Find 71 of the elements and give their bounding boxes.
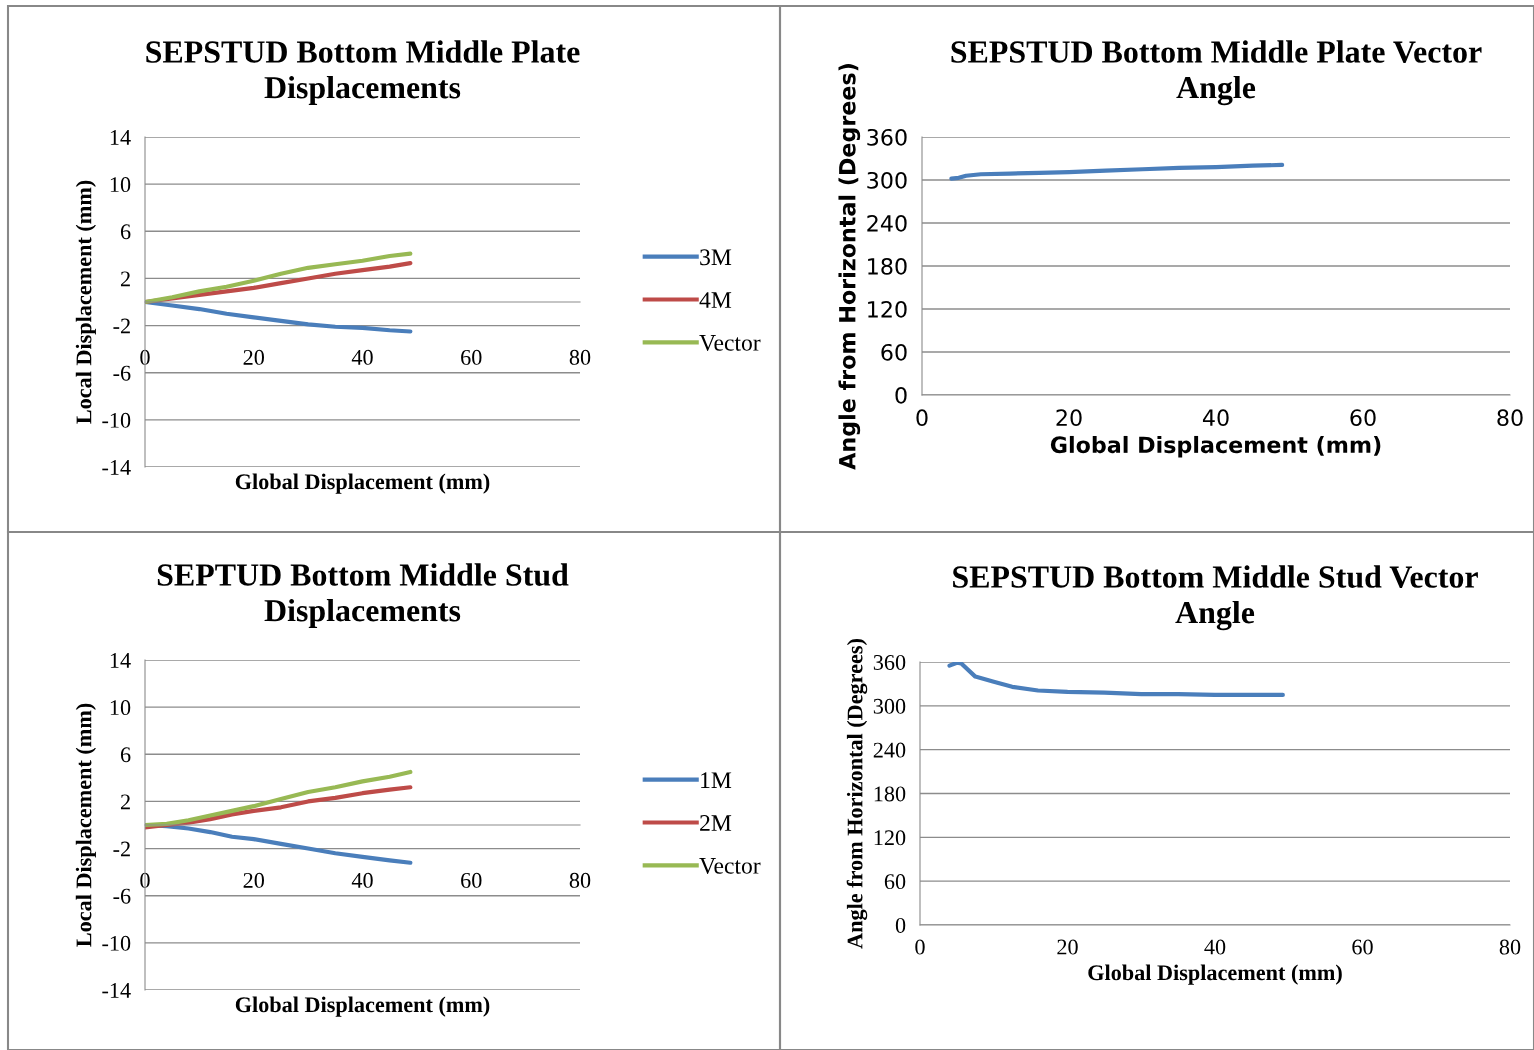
y-axis-title: Angle from Horizontal (Degrees) <box>846 639 868 949</box>
legend-label: 1M <box>701 772 732 788</box>
y-tick-label: 300 <box>867 171 907 189</box>
y-tick-label: 10 <box>110 177 131 193</box>
legend-label: Vector <box>699 858 761 874</box>
x-tick-label: 0 <box>140 349 150 365</box>
line-series <box>145 785 413 830</box>
x-tick-label: 40 <box>351 349 373 365</box>
x-tick-label: 20 <box>243 349 265 365</box>
y-tick-label: 0 <box>895 386 907 404</box>
x-axis-title: Global Displacement (mm) <box>235 996 490 1017</box>
chart-title: SEPSTUD Bottom Middle Plate Displacements <box>146 40 580 105</box>
y-tick-label: -6 <box>113 365 131 381</box>
y-tick-label: -10 <box>102 935 131 951</box>
y-tick-label: 180 <box>874 786 906 802</box>
x-axis-title: Global Displacement (mm) <box>1050 435 1381 458</box>
line-series <box>947 662 1285 697</box>
y-tick-label: 240 <box>873 742 906 758</box>
y-tick-label: 300 <box>873 698 906 714</box>
x-tick-label: 0 <box>916 409 928 427</box>
y-tick-label: -10 <box>102 412 131 428</box>
legend-label: 3M <box>700 249 732 266</box>
x-tick-label: 60 <box>1352 939 1373 955</box>
y-tick-label: 0 <box>895 917 906 933</box>
y-tick-label: 14 <box>110 653 131 668</box>
y-tick-label: 2 <box>120 794 130 810</box>
y-tick-label: 6 <box>120 747 131 763</box>
x-tick-label: 20 <box>243 872 265 888</box>
line-series <box>145 769 413 828</box>
x-tick-label: 40 <box>1204 939 1226 955</box>
chart-title: SEPSTUD Bottom Middle Stud Vector Angle <box>953 565 1478 631</box>
x-tick-label: 40 <box>1202 409 1229 427</box>
x-tick-label: 40 <box>351 872 373 888</box>
y-tick-label: 240 <box>867 214 907 232</box>
x-tick-label: 20 <box>1057 939 1078 955</box>
y-tick-label: 360 <box>867 128 907 146</box>
x-tick-label: 60 <box>1350 409 1376 427</box>
y-tick-label: 2 <box>120 271 130 287</box>
x-axis-title: Global Displacement (mm) <box>235 473 490 494</box>
y-tick-label: 10 <box>110 700 131 716</box>
y-tick-label: 120 <box>874 830 906 846</box>
y-tick-label: -2 <box>113 841 130 857</box>
y-axis-title: Local Displacement (mm) <box>75 180 96 424</box>
legend-label: 4M <box>699 292 732 308</box>
y-tick-label: 360 <box>873 654 906 670</box>
legend-label: Vector <box>699 335 761 351</box>
y-tick-label: -14 <box>102 460 131 475</box>
y-tick-label: 14 <box>110 130 131 145</box>
y-tick-label: 6 <box>120 224 131 240</box>
y-tick-label: -6 <box>113 888 131 904</box>
y-tick-label: 180 <box>868 257 907 275</box>
line-series <box>145 251 413 305</box>
chart-title: SEPTUD Bottom Middle Stud Displacements <box>157 563 569 628</box>
line-series <box>949 162 1285 181</box>
x-tick-label: 80 <box>569 872 591 888</box>
legend-label: 2M <box>700 815 732 831</box>
x-tick-label: 60 <box>461 872 482 888</box>
y-tick-label: 120 <box>868 300 907 318</box>
chart-title: SEPSTUD Bottom Middle Plate Vector Angle <box>951 40 1482 106</box>
y-tick-label: -14 <box>102 983 131 998</box>
x-tick-label: 60 <box>461 349 482 365</box>
y-tick-label: -2 <box>113 318 130 334</box>
y-axis-title: Local Displacement (mm) <box>75 703 96 947</box>
y-axis-title: Angle from Horizontal (Degrees) <box>838 64 861 470</box>
x-tick-label: 0 <box>915 939 925 955</box>
x-axis-title: Global Displacement (mm) <box>1088 964 1342 985</box>
x-tick-label: 20 <box>1056 409 1082 427</box>
x-tick-label: 0 <box>140 872 150 888</box>
x-tick-label: 80 <box>1499 939 1521 955</box>
x-tick-label: 80 <box>1497 409 1523 427</box>
x-tick-label: 80 <box>569 349 591 365</box>
